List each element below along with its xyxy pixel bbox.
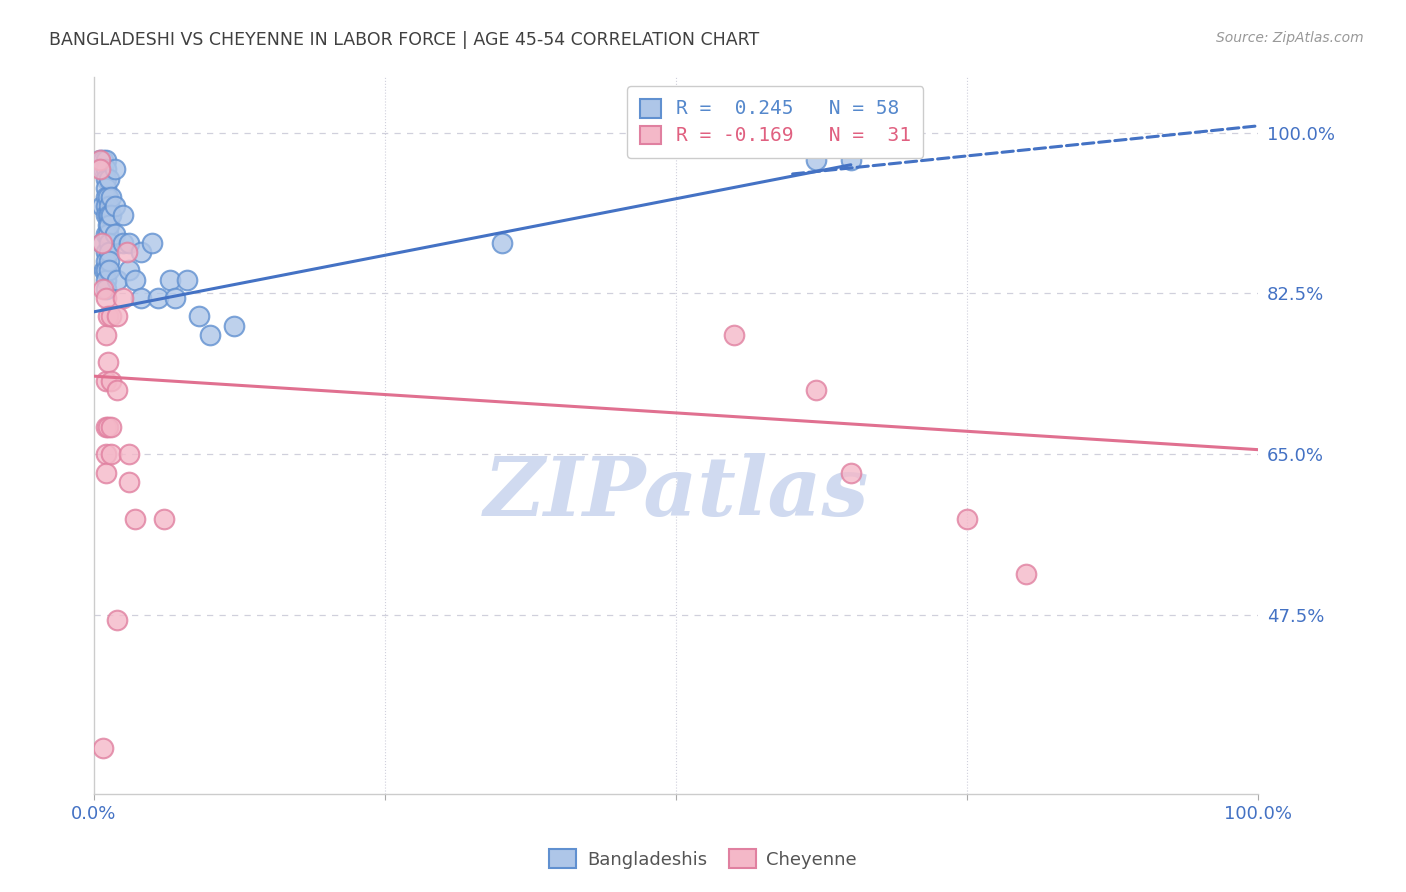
Point — [94, 153, 117, 168]
Point — [94, 245, 117, 260]
Legend: R =  0.245   N = 58, R = -0.169   N =  31: R = 0.245 N = 58, R = -0.169 N = 31 — [627, 87, 924, 158]
Point — [94, 327, 117, 342]
Point — [956, 511, 979, 525]
Point — [804, 383, 827, 397]
Point — [91, 162, 114, 177]
Point — [105, 273, 128, 287]
Point — [112, 291, 135, 305]
Point — [94, 190, 117, 204]
Point — [104, 162, 127, 177]
Point — [118, 235, 141, 250]
Point — [98, 235, 121, 250]
Point — [118, 263, 141, 277]
Text: ZIPatlas: ZIPatlas — [484, 453, 869, 533]
Point — [97, 419, 120, 434]
Point — [104, 199, 127, 213]
Point — [94, 466, 117, 480]
Point — [94, 282, 117, 296]
Point — [105, 383, 128, 397]
Point — [105, 310, 128, 324]
Point — [97, 218, 120, 232]
Point — [97, 208, 120, 222]
Point — [94, 227, 117, 241]
Point — [97, 310, 120, 324]
Point — [98, 254, 121, 268]
Point — [91, 235, 114, 250]
Point — [93, 263, 115, 277]
Point — [98, 171, 121, 186]
Point — [94, 199, 117, 213]
Point — [91, 199, 114, 213]
Point — [115, 245, 138, 260]
Point — [94, 171, 117, 186]
Point — [100, 208, 122, 222]
Point — [200, 327, 222, 342]
Point — [100, 419, 122, 434]
Point — [98, 208, 121, 222]
Point — [1014, 566, 1036, 581]
Point — [89, 153, 111, 168]
Point — [91, 235, 114, 250]
Point — [112, 235, 135, 250]
Point — [94, 447, 117, 461]
Point — [100, 310, 122, 324]
Text: Source: ZipAtlas.com: Source: ZipAtlas.com — [1216, 31, 1364, 45]
Point — [98, 218, 121, 232]
Point — [839, 153, 862, 168]
Point — [89, 153, 111, 168]
Point — [118, 475, 141, 489]
Point — [159, 273, 181, 287]
Point — [94, 254, 117, 268]
Point — [141, 235, 163, 250]
Point — [124, 511, 146, 525]
Point — [100, 447, 122, 461]
Point — [94, 374, 117, 388]
Point — [97, 227, 120, 241]
Point — [98, 245, 121, 260]
Point — [94, 263, 117, 277]
Point — [94, 419, 117, 434]
Point — [91, 282, 114, 296]
Point — [104, 227, 127, 241]
Point — [187, 310, 209, 324]
Point — [129, 245, 152, 260]
Point — [100, 190, 122, 204]
Point — [176, 273, 198, 287]
Point — [105, 613, 128, 627]
Legend: Bangladeshis, Cheyenne: Bangladeshis, Cheyenne — [541, 842, 865, 876]
Point — [98, 199, 121, 213]
Point — [118, 447, 141, 461]
Point — [222, 318, 245, 333]
Point — [94, 273, 117, 287]
Point — [165, 291, 187, 305]
Point — [491, 235, 513, 250]
Point — [98, 263, 121, 277]
Point — [146, 291, 169, 305]
Point — [94, 162, 117, 177]
Text: BANGLADESHI VS CHEYENNE IN LABOR FORCE | AGE 45-54 CORRELATION CHART: BANGLADESHI VS CHEYENNE IN LABOR FORCE |… — [49, 31, 759, 49]
Point — [97, 190, 120, 204]
Point — [839, 466, 862, 480]
Point — [94, 291, 117, 305]
Point — [89, 162, 111, 177]
Point — [97, 355, 120, 369]
Point — [91, 153, 114, 168]
Point — [152, 511, 174, 525]
Point — [129, 291, 152, 305]
Point — [91, 741, 114, 756]
Point — [804, 153, 827, 168]
Point — [112, 208, 135, 222]
Point — [94, 208, 117, 222]
Point — [723, 327, 745, 342]
Point — [100, 374, 122, 388]
Point — [124, 273, 146, 287]
Point — [94, 180, 117, 194]
